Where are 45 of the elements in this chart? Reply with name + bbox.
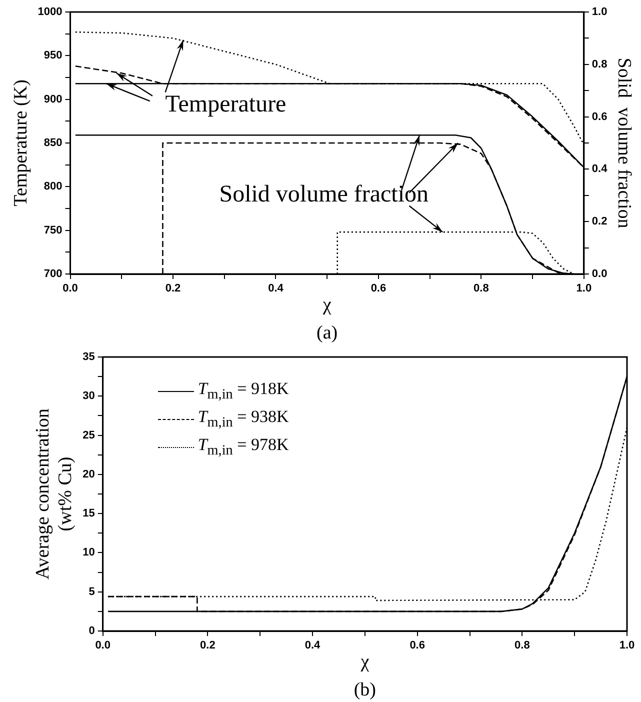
- y-tick-label: 25: [82, 429, 95, 442]
- annotation: Solid volume fraction: [219, 182, 429, 208]
- x-tick-label: 0.0: [95, 640, 110, 652]
- y2-tick-label: 0.4: [592, 163, 608, 176]
- y-tick-label: 700: [44, 268, 62, 280]
- x-tick-label: 0.8: [514, 640, 530, 652]
- x-tick-label: 0.6: [410, 640, 425, 652]
- y-tick-label: 750: [44, 224, 62, 236]
- y2-tick-label: 0.8: [592, 58, 608, 70]
- x-tick-label: 0.4: [268, 282, 284, 295]
- x-tick-label: 0.0: [62, 282, 78, 295]
- y2-tick-label: 0.0: [592, 268, 608, 280]
- y-tick-label: 10: [82, 546, 95, 559]
- y2-axis-title: Solid volume fraction: [614, 58, 635, 229]
- legend-label: T$_{m,in}$ = 918K: [198, 378, 289, 404]
- y2-tick-label: 0.6: [592, 110, 608, 123]
- y2-tick-label: 1.0: [592, 6, 608, 18]
- x-tick-label: 0.2: [165, 282, 181, 295]
- y-tick-label: 950: [44, 50, 62, 62]
- legend-label: T$_{m,in}$ = 938K: [198, 406, 289, 432]
- legend-label: T$_{m,in}$ = 978K: [198, 434, 289, 460]
- y-tick-label: 5: [88, 586, 95, 598]
- y-tick-label: 850: [44, 137, 62, 150]
- y-tick-label: 1000: [38, 6, 62, 18]
- text: (b): [354, 679, 376, 700]
- x-tick-label: 0.8: [474, 282, 489, 295]
- x-tick-label: 1.0: [576, 282, 592, 295]
- y-axis-title: Temperature (K): [10, 80, 32, 206]
- y2-tick-label: 0.2: [592, 216, 608, 228]
- y-tick-label: 0: [88, 625, 95, 638]
- x-axis-title: χ: [360, 652, 370, 673]
- annotation: Temperature: [165, 92, 286, 118]
- y-tick-label: 20: [82, 468, 95, 480]
- x-tick-label: 0.4: [304, 640, 322, 652]
- x-tick-label: 0.6: [370, 282, 386, 295]
- text: (a): [316, 322, 338, 344]
- y-tick-label: 800: [44, 180, 62, 193]
- x-tick-label: 0.2: [200, 640, 216, 652]
- x-axis-title: χ: [322, 294, 332, 316]
- y-tick-label: 900: [44, 93, 62, 106]
- y-axis-title: Average concentration (wt% Cu): [32, 408, 76, 580]
- y-tick-label: 30: [82, 390, 95, 402]
- y-tick-label: 15: [82, 508, 95, 520]
- x-tick-label: 1.0: [619, 640, 635, 652]
- y-tick-label: 35: [82, 351, 95, 364]
